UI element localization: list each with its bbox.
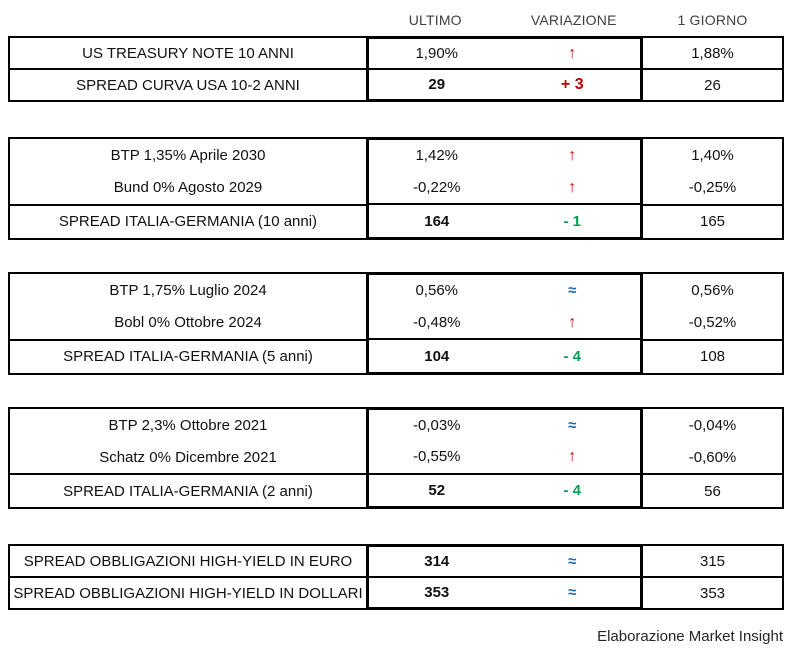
high-yield-table: SPREAD OBBLIGAZIONI HIGH-YIELD IN EURO S… — [8, 544, 784, 610]
label-column: BTP 1,35% Aprile 2030 Bund 0% Agosto 202… — [8, 137, 368, 240]
ultimo-value: -0,03% — [412, 417, 461, 435]
giorno-value: 56 — [643, 473, 782, 507]
ultimo-value: 0,56% — [415, 282, 459, 300]
ultimo-value: 314 — [424, 553, 450, 570]
ultimo-variazione-column: -0,03% ≈ -0,55% ↑ 52 - 4 — [366, 407, 643, 509]
italy-germany-2y-table: BTP 2,3% Ottobre 2021 Schatz 0% Dicembre… — [8, 407, 784, 509]
giorno-value: 353 — [643, 576, 782, 608]
ultimo-variazione-column: 314 ≈ 353 ≈ — [366, 544, 643, 610]
column-header-ultimo: ULTIMO — [408, 12, 462, 28]
variation-flat-icon: ≈ — [568, 553, 577, 570]
variation-flat-icon: ≈ — [568, 417, 577, 435]
row-label: SPREAD CURVA USA 10-2 ANNI — [10, 68, 366, 100]
giorno-column: 1,40% -0,25% 165 — [641, 137, 784, 240]
row-label: SPREAD ITALIA-GERMANIA (2 anni) — [10, 473, 366, 507]
column-header-variazione: VARIAZIONE — [530, 12, 617, 28]
ultimo-variazione-column: 1,42% ↑ -0,22% ↑ 164 - 1 — [366, 137, 643, 240]
giorno-value: 315 — [699, 552, 726, 570]
variation-up-arrow-icon: ↑ — [568, 447, 577, 465]
giorno-value: -0,25% — [688, 178, 737, 196]
giorno-column: -0,04% -0,60% 56 — [641, 407, 784, 509]
variation-value: - 1 — [563, 212, 581, 230]
variation-flat-icon: ≈ — [568, 584, 577, 601]
giorno-value: 1,88% — [691, 44, 734, 62]
ultimo-variazione-column: 1,90% ↑ 29 + 3 — [366, 36, 643, 102]
variation-value: - 4 — [563, 481, 581, 499]
italy-germany-5y-table: BTP 1,75% Luglio 2024 Bobl 0% Ottobre 20… — [8, 272, 784, 375]
variation-up-arrow-icon: ↑ — [568, 44, 577, 62]
variation-flat-icon: ≈ — [568, 282, 577, 300]
label-column: BTP 2,3% Ottobre 2021 Schatz 0% Dicembre… — [8, 407, 368, 509]
ultimo-value: 29 — [428, 76, 446, 93]
ultimo-value: -0,22% — [412, 179, 461, 196]
ultimo-value: 52 — [428, 481, 446, 499]
ultimo-value: -0,48% — [412, 314, 461, 331]
ultimo-value: 1,42% — [415, 147, 459, 165]
row-label: US TREASURY NOTE 10 ANNI — [82, 44, 294, 62]
giorno-value: -0,60% — [688, 448, 737, 466]
variation-up-arrow-icon: ↑ — [568, 313, 577, 331]
row-label: BTP 1,75% Luglio 2024 — [109, 281, 267, 299]
variation-value: - 4 — [563, 347, 581, 365]
row-label: BTP 1,35% Aprile 2030 — [110, 146, 266, 164]
giorno-value: 108 — [643, 338, 782, 373]
row-label: Bund 0% Agosto 2029 — [113, 178, 263, 196]
giorno-value: 1,40% — [691, 146, 734, 164]
giorno-value: -0,04% — [688, 416, 737, 434]
row-label: SPREAD ITALIA-GERMANIA (10 anni) — [10, 203, 366, 238]
ultimo-value: -0,55% — [412, 448, 461, 466]
row-label: SPREAD OBBLIGAZIONI HIGH-YIELD IN EURO — [23, 552, 353, 570]
ultimo-variazione-column: 0,56% ≈ -0,48% ↑ 104 - 4 — [366, 272, 643, 375]
label-column: US TREASURY NOTE 10 ANNI SPREAD CURVA US… — [8, 36, 368, 102]
ultimo-value: 164 — [424, 212, 450, 230]
giorno-column: 315 353 — [641, 544, 784, 610]
ultimo-value: 1,90% — [415, 45, 459, 62]
column-header-1-giorno: 1 GIORNO — [677, 12, 748, 28]
source-credit: Elaborazione Market Insight — [597, 628, 783, 645]
us-treasury-table: US TREASURY NOTE 10 ANNI SPREAD CURVA US… — [8, 36, 784, 102]
ultimo-value: 104 — [424, 347, 450, 365]
giorno-value: 0,56% — [691, 281, 734, 299]
variation-up-arrow-icon: ↑ — [568, 178, 577, 196]
row-label: SPREAD OBBLIGAZIONI HIGH-YIELD IN DOLLAR… — [10, 576, 366, 608]
label-column: SPREAD OBBLIGAZIONI HIGH-YIELD IN EURO S… — [8, 544, 368, 610]
giorno-value: 26 — [643, 68, 782, 100]
variation-value: + 3 — [560, 75, 584, 93]
giorno-value: 165 — [643, 203, 782, 238]
giorno-column: 0,56% -0,52% 108 — [641, 272, 784, 375]
row-label: SPREAD ITALIA-GERMANIA (5 anni) — [10, 338, 366, 373]
ultimo-value: 353 — [424, 584, 450, 601]
giorno-value: -0,52% — [688, 313, 737, 331]
label-column: BTP 1,75% Luglio 2024 Bobl 0% Ottobre 20… — [8, 272, 368, 375]
variation-up-arrow-icon: ↑ — [568, 146, 577, 164]
row-label: BTP 2,3% Ottobre 2021 — [108, 416, 268, 434]
row-label: Schatz 0% Dicembre 2021 — [99, 448, 277, 466]
giorno-column: 1,88% 26 — [641, 36, 784, 102]
italy-germany-10y-table: BTP 1,35% Aprile 2030 Bund 0% Agosto 202… — [8, 137, 784, 240]
column-header-row: ULTIMO VARIAZIONE 1 GIORNO — [8, 8, 784, 32]
row-label: Bobl 0% Ottobre 2024 — [114, 313, 262, 331]
